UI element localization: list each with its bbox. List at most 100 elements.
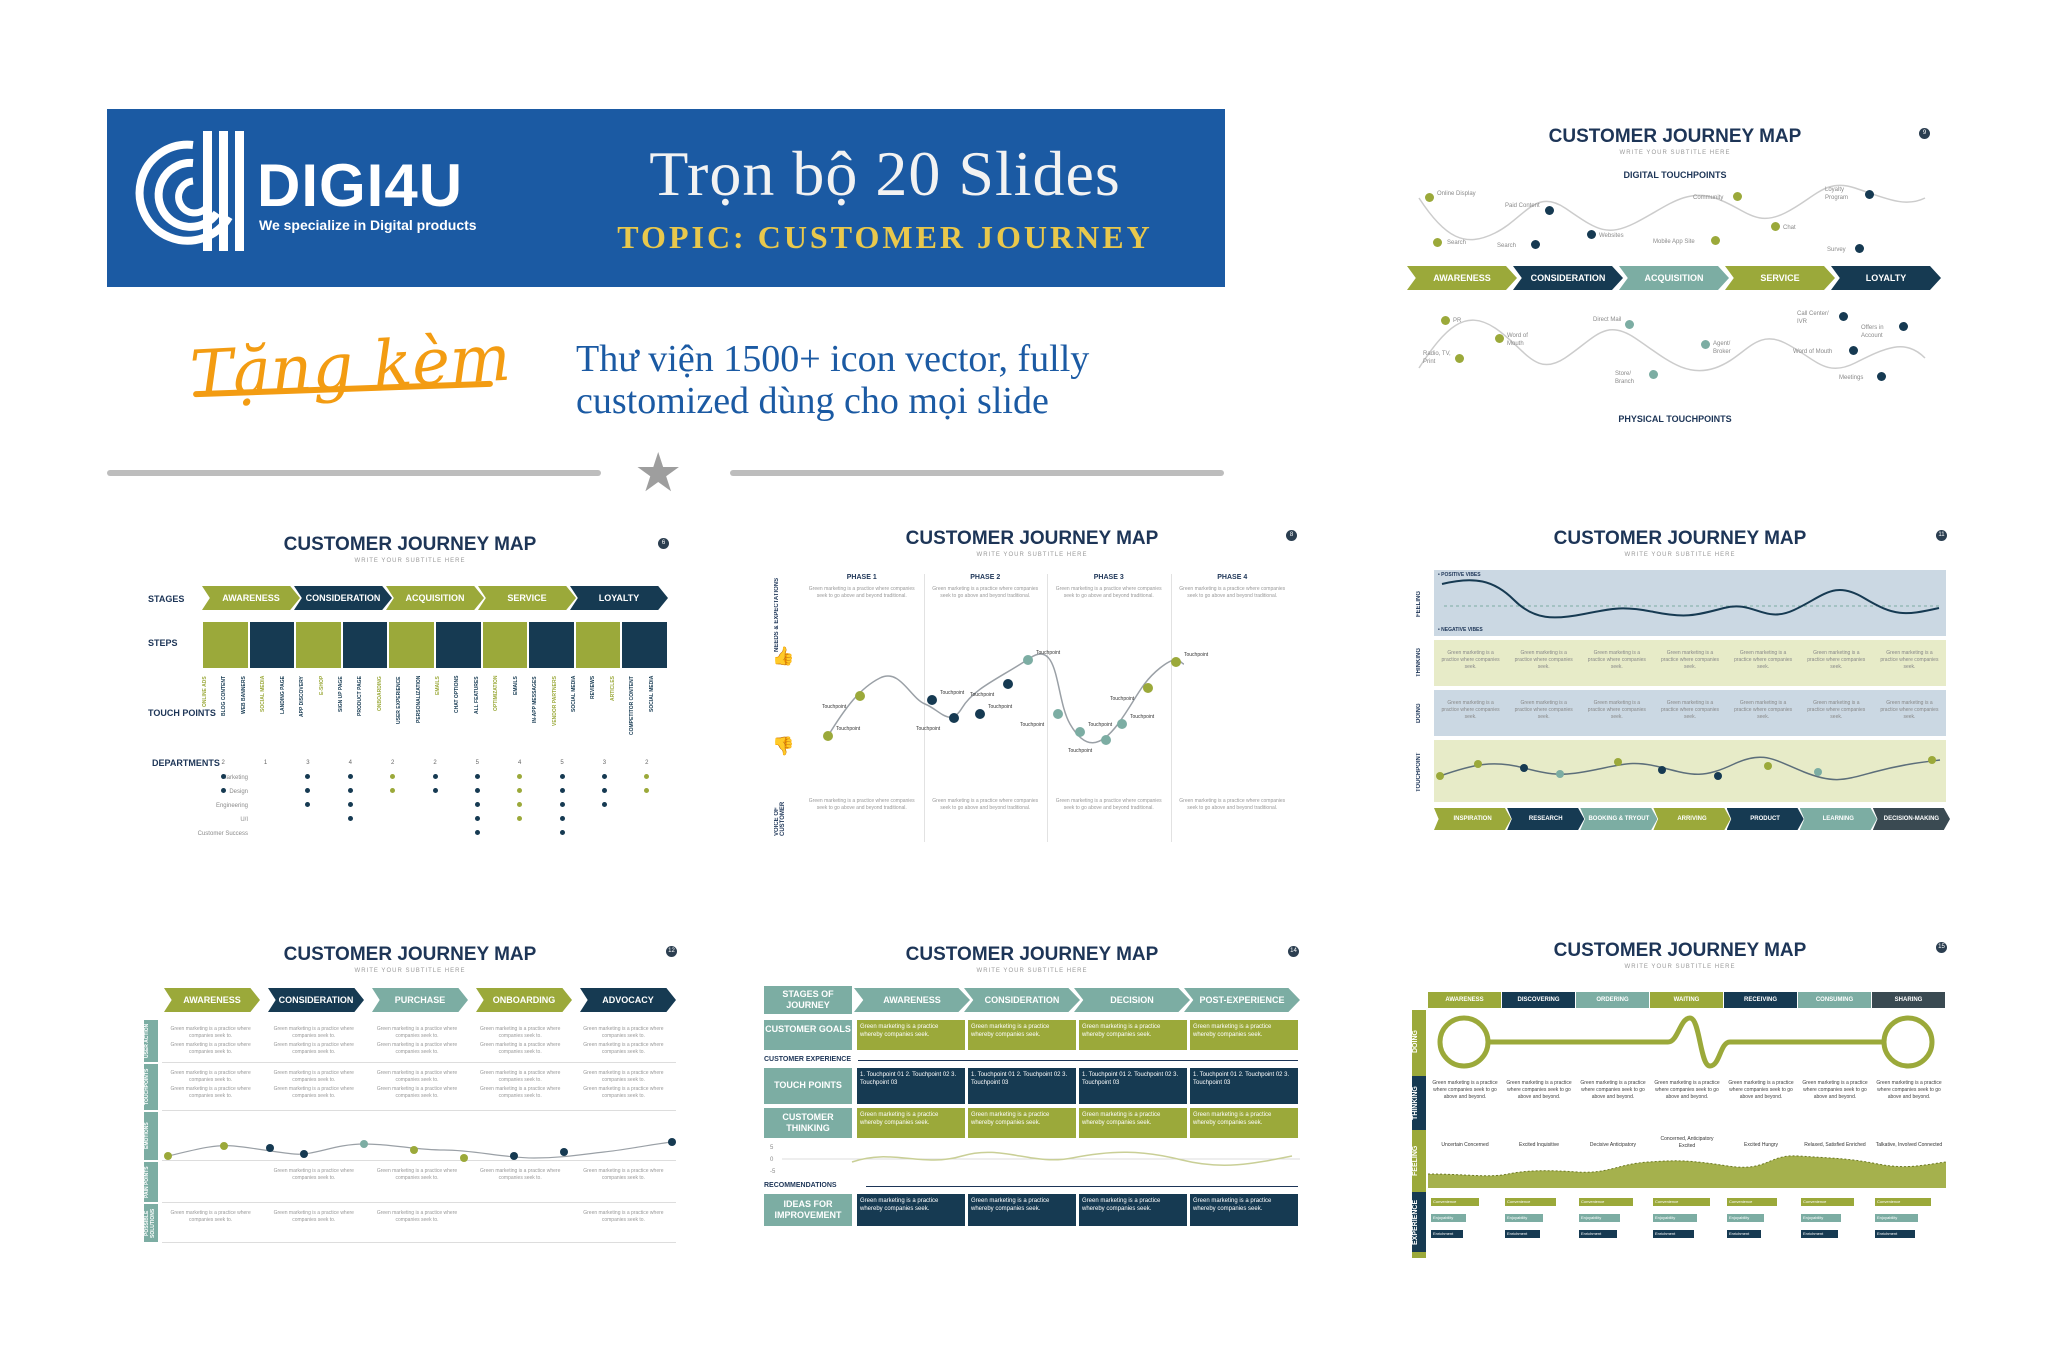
thinking-band (1434, 640, 1946, 686)
touchpoint-label: Touchpoint (1020, 722, 1045, 728)
phase-grid: PHASE 1 Green marketing is a practice whe… (800, 574, 1294, 842)
phase-voice-text: Green marketing is a practice where comp… (932, 798, 1039, 811)
grid-cell-text: Green marketing is a practice where comp… (170, 1070, 251, 1083)
touchpoint-dot (1701, 340, 1710, 349)
stage-cell: CONSUMING (1798, 992, 1871, 1008)
feeling-line (1428, 1155, 1946, 1177)
slide-user-actions[interactable]: CUSTOMER JOURNEY MAP WRITE YOUR SUBTITLE… (140, 940, 680, 1262)
doing-band (1434, 690, 1946, 736)
slide-digital-physical-touchpoints[interactable]: CUSTOMER JOURNEY MAP WRITE YOUR SUBTITLE… (1405, 118, 1945, 436)
grid-cell-text: Green marketing is a practice where comp… (1441, 650, 1500, 670)
department-count: 4 (518, 760, 522, 766)
touchpoint-dot (1711, 236, 1720, 245)
feeling-text: Excited Inquisitive (1518, 1142, 1560, 1148)
goal-cell: Green marketing is a practice whereby co… (857, 1020, 965, 1050)
row-divider (162, 1062, 676, 1063)
touchpoint-dot (1764, 762, 1772, 770)
slide-stages-departments[interactable]: CUSTOMER JOURNEY MAP WRITE YOUR SUBTITLE… (140, 528, 680, 850)
page-number: 12 (666, 946, 677, 957)
emotion-path (167, 1141, 673, 1159)
touchpoint-label: Direct Mail (1593, 317, 1622, 323)
touchpoint-dot (1625, 320, 1634, 329)
row-divider (162, 1202, 676, 1203)
grid-cell-text: Green marketing is a practice where comp… (480, 1168, 561, 1181)
touchpoint-label: Offers in Account (1861, 325, 1884, 339)
touchpoint-cell: 1. Touchpoint 01 2. Touchpoint 02 3. Tou… (1190, 1068, 1298, 1104)
touchpoint-dot (1003, 679, 1013, 689)
touchpoint-dot (927, 695, 937, 705)
slide-loop-journey[interactable]: CUSTOMER JOURNEY MAP WRITE YOUR SUBTITLE… (1410, 936, 1950, 1258)
stage-awareness: AWARENESS (1407, 266, 1517, 290)
thinking-text: Green marketing is a practice where comp… (1580, 1080, 1646, 1100)
department-dot (601, 774, 607, 779)
slide-phases-touchpoints[interactable]: CUSTOMER JOURNEY MAP WRITE YOUR SUBTITLE… (762, 522, 1302, 844)
department-dot (601, 788, 607, 793)
touchpoint-dot (1143, 683, 1153, 693)
touchpoint-label: EMAILS (512, 676, 519, 695)
touchpoint-label: PR (1453, 318, 1462, 324)
grid-cell-text: Green marketing is a practice where comp… (480, 1086, 561, 1099)
touchpoint-dot (1075, 727, 1085, 737)
goal-cell: Green marketing is a practice whereby co… (1079, 1020, 1187, 1050)
grid-cell-text: Green marketing is a practice where comp… (1587, 650, 1646, 670)
department-count: 5 (475, 760, 480, 766)
department-dot (305, 788, 311, 793)
touchpoint-label: Touchpoint (836, 726, 861, 732)
phase-expectation-text: Green marketing is a practice where comp… (1179, 586, 1286, 599)
page-number: 8 (1286, 530, 1297, 541)
touchpoint-label: LANDING PAGE (279, 676, 286, 714)
grid-cell-text: Green marketing is a practice where comp… (273, 1042, 354, 1055)
experience-rows: Convenience Enjoyability Enrichment Conveni… (1428, 1192, 1946, 1250)
row-label-column (1414, 570, 1432, 802)
stage-awareness: AWARENESS (202, 586, 300, 610)
stage-cell: RECEIVING (1724, 992, 1797, 1008)
department-dot (474, 788, 480, 793)
touchpoint-label: COMPETITOR CONTENT (629, 676, 636, 735)
recommendations-label: RECOMMENDATIONS (764, 1182, 837, 1189)
thumbs-up-icon: 👍 (772, 646, 795, 666)
department-dot (517, 788, 523, 793)
touchpoint-dot (1436, 772, 1444, 780)
touchpoint-label: Radio, TV, Print (1423, 351, 1451, 365)
touchpoint-label: ONBOARDING (376, 676, 383, 711)
experience-bar: Enrichment (1875, 1230, 1915, 1238)
slide-emotional-journey[interactable]: CUSTOMER JOURNEY MAP WRITE YOUR SUBTITLE… (1410, 522, 1950, 844)
row-divider (162, 1110, 676, 1111)
touchpoint-label: IN-APP MESSAGES (532, 676, 539, 723)
stage-chevron: LEARNING (1799, 808, 1877, 830)
digital-touchpoints-heading: DIGITAL TOUCHPOINTS (1623, 170, 1727, 180)
emotion-dot (266, 1144, 274, 1152)
phase-label: PHASE 1 (846, 574, 877, 581)
grid-cell-text: Green marketing is a practice where comp… (1514, 700, 1573, 720)
touchpoint-label: Touchpoint (940, 690, 965, 696)
department-dot (474, 830, 480, 835)
touchpoint-label: Touchpoint (916, 726, 941, 732)
touchpoint-label: WEB BANNERS (240, 676, 247, 714)
department-dot (474, 816, 480, 821)
touchpoint-label: SIGN UP PAGE (337, 676, 344, 712)
row-label: TOUCHPOINTS (144, 1064, 158, 1110)
idea-cell: Green marketing is a practice whereby co… (857, 1194, 965, 1226)
stage-chevron: RESEARCH (1507, 808, 1585, 830)
stage-cell: SHARING (1872, 992, 1945, 1008)
department-dot (347, 802, 353, 807)
department-count: 2 (645, 760, 649, 766)
row-label-feeling: FEELING (1412, 1145, 1419, 1177)
step-cell (389, 622, 434, 668)
slide-title: CUSTOMER JOURNEY MAP (1548, 126, 1802, 147)
scale-tick: -5 (770, 1169, 776, 1175)
gift-label: Tặng kèm (188, 321, 513, 413)
slide-goals-ideas[interactable]: CUSTOMER JOURNEY MAP WRITE YOUR SUBTITLE… (762, 940, 1302, 1262)
grid-cell-text: Green marketing is a practice where comp… (583, 1168, 664, 1181)
department-count: 2 (433, 760, 437, 766)
touchpoint-dot (1474, 760, 1482, 768)
phase-divider (923, 574, 925, 842)
goal-cell: Green marketing is a practice whereby co… (1190, 1020, 1298, 1050)
stage-cell: WAITING (1650, 992, 1723, 1008)
stage-cell: ORDERING (1576, 992, 1649, 1008)
department-dot (220, 788, 226, 793)
experience-bar: Convenience (1875, 1198, 1932, 1206)
grid-cell-text: Green marketing is a practice where comp… (583, 1042, 664, 1055)
phase-expectation-text: Green marketing is a practice where comp… (1055, 586, 1162, 599)
thinking-text: Green marketing is a practice where comp… (1876, 1080, 1942, 1100)
